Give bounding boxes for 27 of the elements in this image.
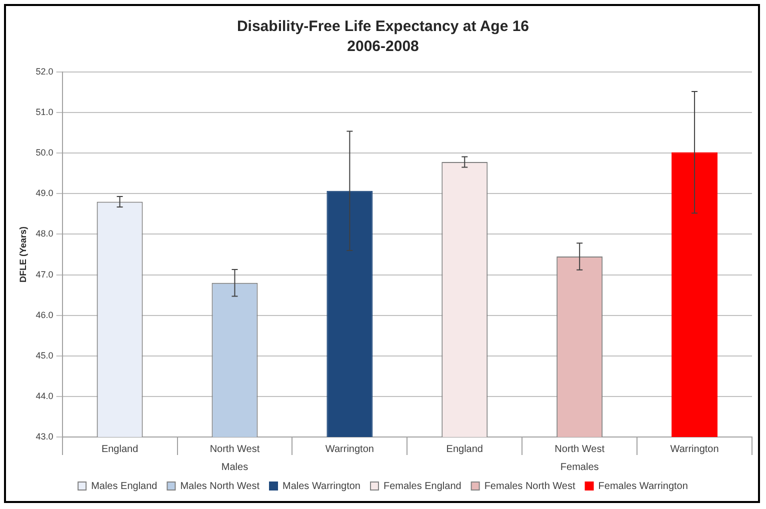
x-tick-label: Warrington <box>325 444 374 455</box>
chart-subtitle: 2006-2008 <box>347 38 419 56</box>
x-tick-label: North West <box>554 444 605 455</box>
y-tick-label: 51.0 <box>36 107 54 118</box>
y-tick-label: 47.0 <box>36 269 54 280</box>
legend-label: Females Warrington <box>598 480 688 492</box>
legend-label: Males England <box>91 480 158 492</box>
y-tick-label: 50.0 <box>36 148 54 158</box>
x-tick-label: England <box>101 444 138 455</box>
y-tick-label: 44.0 <box>36 390 54 401</box>
y-tick-label: 43.0 <box>36 431 54 442</box>
y-tick-label: 45.0 <box>36 350 54 360</box>
legend-label: Males Warrington <box>282 480 361 492</box>
y-axis-title: DFLE (Years) <box>18 226 28 283</box>
y-tick-label: 49.0 <box>36 188 54 198</box>
legend-label: Females North West <box>484 480 576 492</box>
y-tick-label: 52.0 <box>36 66 54 76</box>
y-tick-label: 48.0 <box>36 228 54 239</box>
x-tick-label: Warrington <box>670 444 719 455</box>
chart-title: Disability-Free Life Expectancy at Age 16 <box>236 18 530 36</box>
legend-label: Males North West <box>180 480 260 492</box>
x-tick-label: England <box>446 444 483 455</box>
legend-label: Females England <box>383 480 462 492</box>
y-tick-label: 46.0 <box>36 310 54 320</box>
text: Males <box>221 462 248 473</box>
x-tick-label: North West <box>210 444 260 455</box>
text: Females <box>560 462 599 473</box>
